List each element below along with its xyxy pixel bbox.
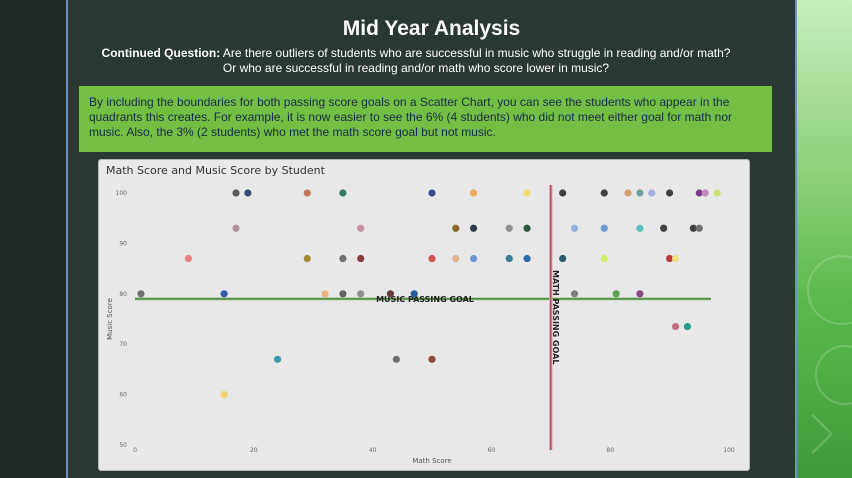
scatter-point bbox=[523, 254, 531, 263]
scatter-point bbox=[666, 189, 674, 197]
scatter-point bbox=[428, 355, 436, 363]
scatter-point bbox=[523, 224, 531, 232]
right-decor-strip bbox=[797, 0, 852, 478]
left-divider-line bbox=[66, 0, 68, 478]
scatter-point bbox=[671, 254, 680, 263]
scatter-point bbox=[469, 254, 478, 263]
scatter-point bbox=[505, 254, 513, 263]
scatter-point bbox=[244, 189, 252, 197]
scatter-point bbox=[452, 254, 460, 263]
scatter-point bbox=[648, 189, 656, 197]
question-line-2: Or who are successful in reading and/or … bbox=[222, 61, 610, 75]
decor-circle bbox=[807, 255, 852, 325]
scatter-point bbox=[428, 254, 436, 263]
x-axis-title: Math Score bbox=[412, 457, 451, 465]
scatter-point bbox=[624, 189, 632, 197]
scatter-point bbox=[505, 224, 513, 232]
question-line-1: Continued Question: Are there outliers o… bbox=[80, 46, 752, 61]
scatter-point bbox=[701, 189, 709, 197]
scatter-point bbox=[386, 290, 395, 298]
scatter-point bbox=[671, 322, 680, 331]
scatter-point bbox=[636, 224, 644, 232]
x-tick-label: 80 bbox=[606, 447, 614, 454]
scatter-point bbox=[559, 189, 567, 197]
note-text: By including the boundaries for both pas… bbox=[89, 95, 732, 139]
right-divider-line bbox=[795, 0, 797, 478]
scatter-point bbox=[303, 254, 311, 263]
x-tick-label: 60 bbox=[488, 447, 496, 454]
left-decor-strip bbox=[0, 0, 66, 478]
scatter-point bbox=[220, 290, 228, 298]
scatter-point bbox=[357, 254, 365, 263]
scatter-point bbox=[339, 290, 347, 298]
scatter-point bbox=[220, 391, 228, 399]
y-tick-label: 100 bbox=[116, 190, 128, 197]
scatter-point bbox=[321, 290, 329, 298]
scatter-point bbox=[303, 189, 311, 197]
math-goal-label: MATH PASSING GOAL bbox=[551, 270, 560, 364]
music-goal-label: MUSIC PASSING GOAL bbox=[376, 295, 474, 304]
scatter-point bbox=[469, 189, 478, 197]
y-axis-title: Music Score bbox=[106, 298, 114, 340]
scatter-point bbox=[600, 224, 608, 232]
page-title: Mid Year Analysis bbox=[342, 17, 521, 40]
scatter-point bbox=[469, 224, 478, 232]
note-box: By including the boundaries for both pas… bbox=[79, 86, 772, 152]
scatter-point bbox=[713, 189, 721, 197]
scatter-point bbox=[660, 224, 668, 232]
scatter-point bbox=[600, 254, 608, 263]
chart-title: Math Score and Music Score by Student bbox=[106, 164, 325, 177]
y-tick-label: 80 bbox=[119, 291, 127, 298]
y-tick-label: 70 bbox=[119, 341, 127, 348]
y-tick-label: 60 bbox=[119, 392, 127, 399]
scatter-point bbox=[452, 224, 460, 232]
x-tick-label: 20 bbox=[250, 447, 258, 454]
scatter-point bbox=[184, 254, 193, 263]
scatter-point bbox=[559, 254, 567, 263]
scatter-point bbox=[523, 189, 531, 197]
scatter-point bbox=[570, 290, 579, 298]
scatter-point bbox=[357, 290, 365, 298]
y-tick-label: 90 bbox=[119, 240, 127, 247]
x-tick-label: 100 bbox=[723, 447, 735, 454]
scatter-point bbox=[570, 224, 579, 232]
scatter-point bbox=[689, 224, 697, 232]
scatter-point bbox=[695, 189, 703, 197]
decor-circle bbox=[815, 345, 852, 405]
scatter-point bbox=[666, 254, 674, 263]
question-label: Continued Question: bbox=[101, 46, 221, 60]
scatter-point bbox=[428, 189, 436, 197]
scatter-point bbox=[137, 290, 145, 298]
scatter-point bbox=[273, 355, 282, 363]
scatter-point bbox=[600, 189, 608, 197]
scatter-chart-visual[interactable]: Math Score and Music Score by Student 0 2… bbox=[98, 159, 750, 471]
scatter-point bbox=[683, 322, 692, 331]
scatter-point bbox=[339, 254, 347, 263]
scatter-point bbox=[232, 189, 240, 197]
scatter-point bbox=[357, 224, 365, 232]
scatter-point bbox=[410, 290, 418, 298]
scatter-point bbox=[695, 224, 703, 232]
scatter-chart-svg: 0 20 40 60 80 100 50 60 70 80 90 100 Math Score Music… bbox=[106, 185, 735, 465]
scatter-point bbox=[612, 290, 620, 298]
question-line-1-text: Are there outliers of students who are s… bbox=[222, 46, 731, 60]
scatter-point bbox=[636, 189, 644, 197]
scatter-point bbox=[636, 290, 644, 298]
question-text: Continued Question: Are there outliers o… bbox=[80, 46, 752, 76]
y-tick-label: 50 bbox=[119, 442, 127, 449]
x-tick-label: 40 bbox=[369, 447, 377, 454]
scatter-point bbox=[232, 224, 240, 232]
decor-chevron bbox=[797, 414, 833, 454]
scatter-point bbox=[339, 189, 347, 197]
scatter-point bbox=[392, 355, 400, 363]
x-tick-label: 0 bbox=[133, 447, 137, 454]
